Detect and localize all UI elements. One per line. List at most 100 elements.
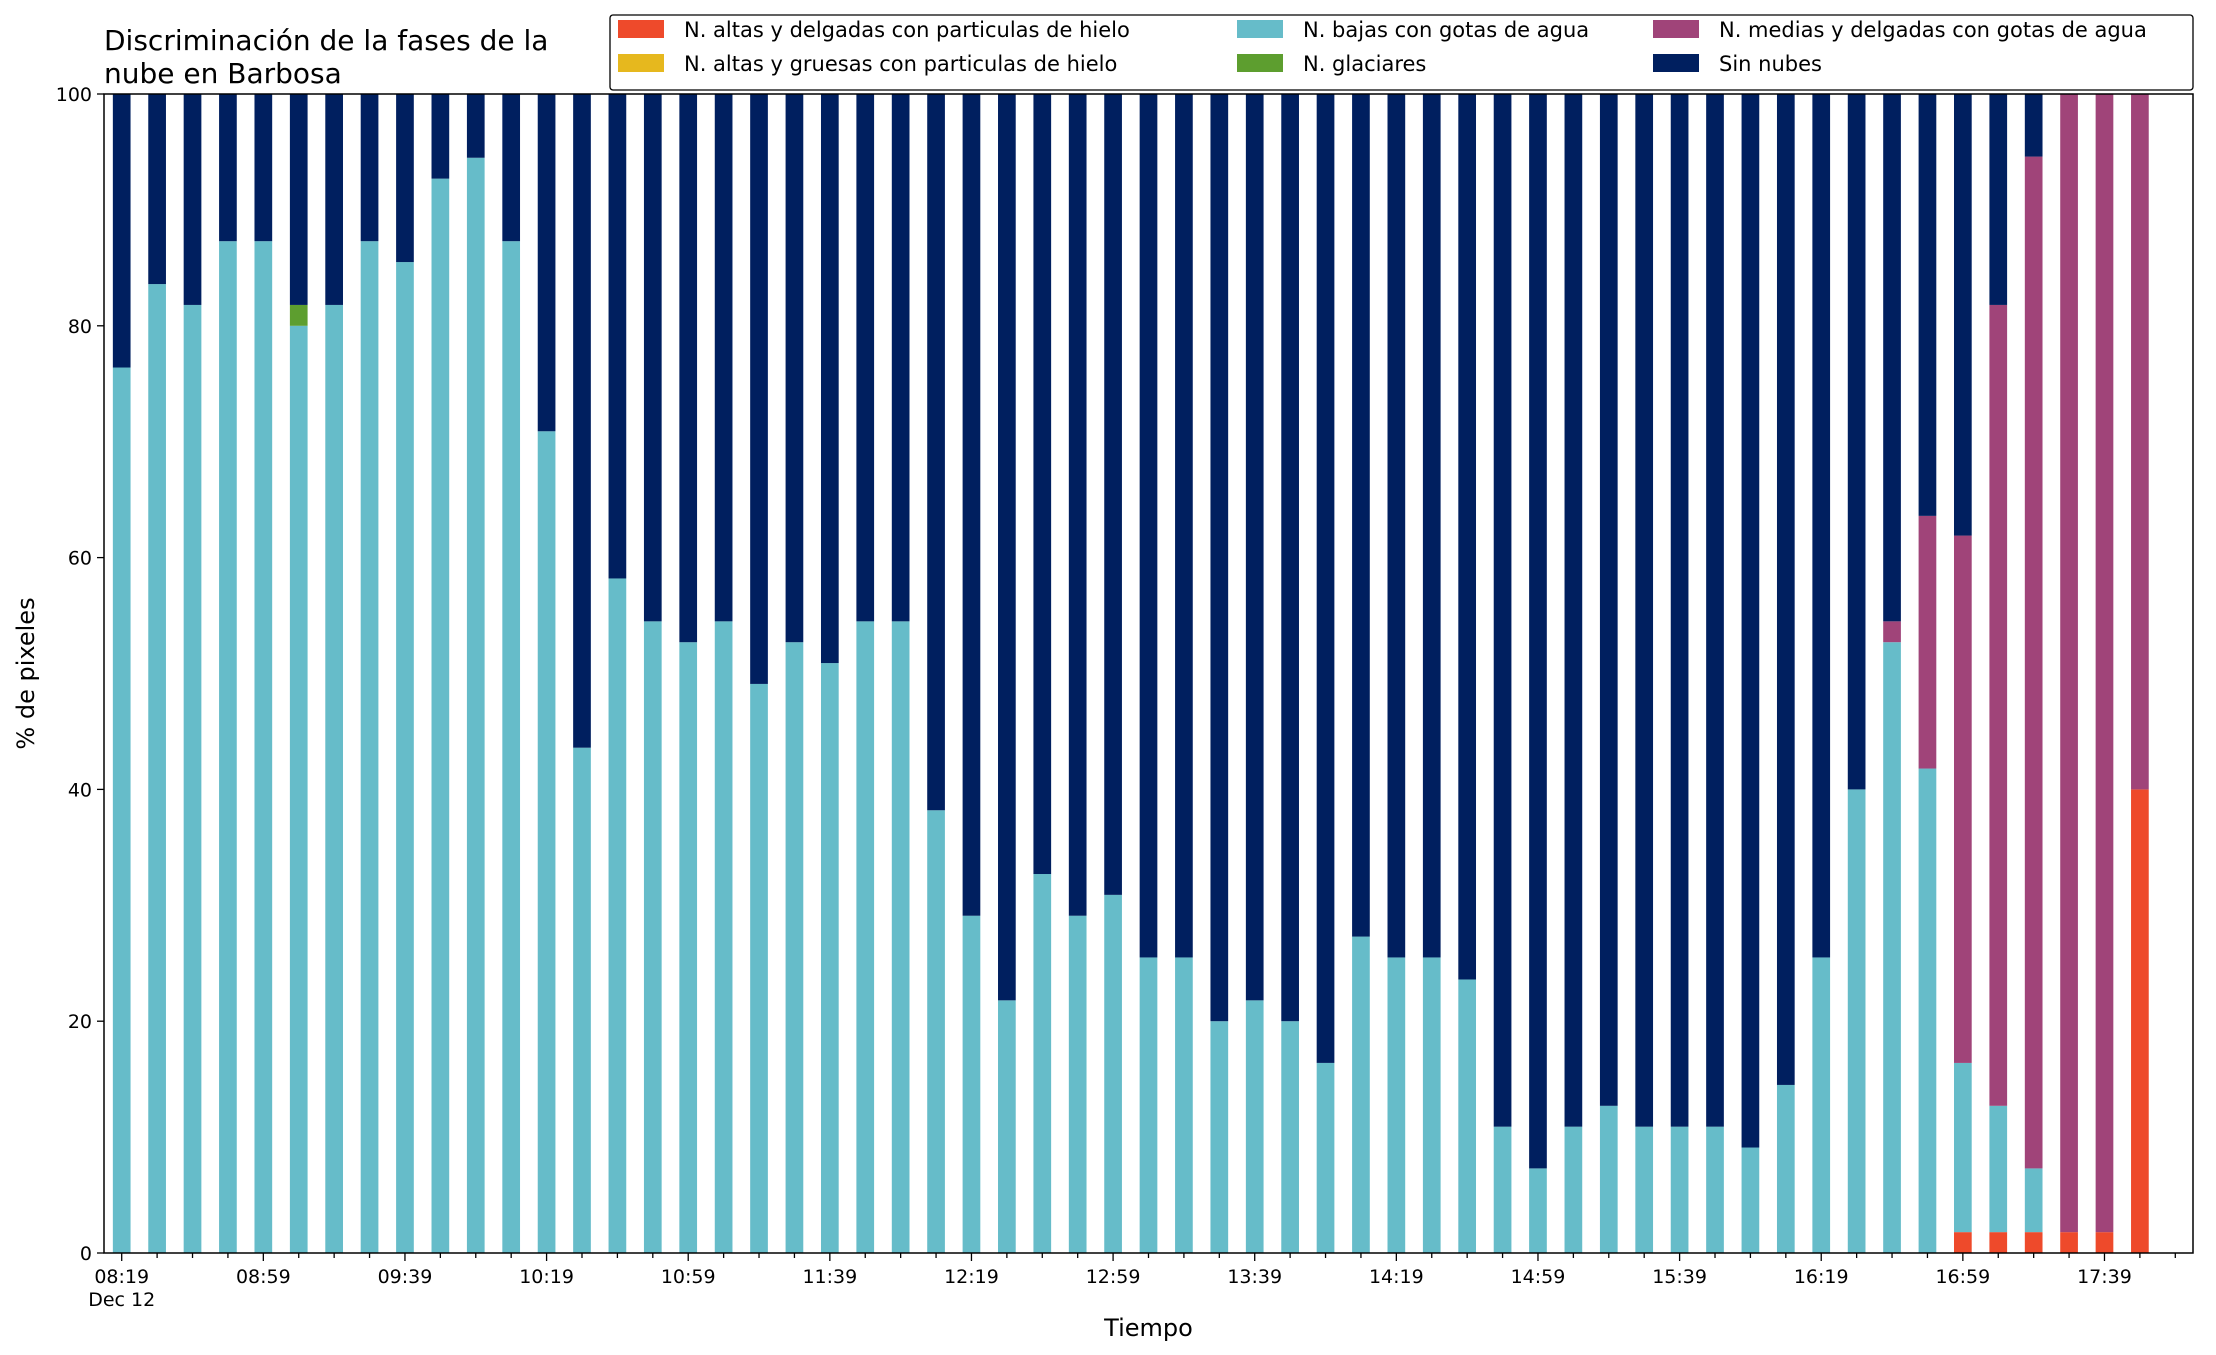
bar-segment-5-0 [112, 94, 131, 368]
bar-segment-2-30 [1175, 957, 1193, 1253]
bar-segment-2-26 [1033, 874, 1052, 1253]
bar-segment-5-1 [148, 94, 166, 285]
bar-segment-2-17 [714, 621, 733, 1253]
bar-segment-2-36 [1387, 957, 1406, 1253]
bar-segment-5-44 [1670, 94, 1689, 1127]
y-tick-label: 0 [80, 1243, 92, 1265]
bar-segment-5-24 [962, 94, 981, 916]
bar-segment-0-57 [2131, 789, 2149, 1253]
bar-segment-2-48 [1812, 957, 1831, 1253]
bar-segment-2-39 [1493, 1126, 1512, 1253]
bar-segment-5-49 [1847, 94, 1866, 790]
x-tick-label: 16:19 [1794, 1266, 1849, 1288]
x-tick-label: 15:39 [1652, 1266, 1707, 1288]
bar-segment-2-14 [608, 578, 627, 1253]
bar-segment-2-22 [891, 621, 910, 1253]
bar-segment-4-53 [1989, 304, 2008, 1106]
bar-segment-5-4 [254, 94, 273, 242]
bar-segment-2-47 [1776, 1084, 1795, 1253]
bar-segment-5-12 [537, 94, 556, 432]
x-tick-label: 13:39 [1227, 1266, 1282, 1288]
bar-segment-5-23 [927, 94, 945, 811]
bar-segment-5-31 [1210, 94, 1229, 1022]
bar-segment-5-30 [1175, 94, 1193, 958]
bar-segment-5-37 [1422, 94, 1441, 958]
bar-segment-5-54 [2024, 94, 2043, 157]
bar-segment-5-43 [1635, 94, 1654, 1127]
y-tick-label: 80 [68, 316, 92, 338]
x-tick-label: 12:59 [1086, 1266, 1141, 1288]
bar-segment-2-52 [1954, 1062, 1972, 1233]
legend-entry-4: N. medias y delgadas con gotas de agua [1719, 18, 2147, 42]
x-tick-label: 17:39 [2077, 1266, 2132, 1288]
legend-swatch-5 [1653, 54, 1699, 72]
legend-swatch-4 [1653, 20, 1699, 38]
bar-segment-5-29 [1139, 94, 1158, 958]
bar-segment-2-34 [1316, 1062, 1335, 1253]
x-tick-label: 12:19 [944, 1266, 999, 1288]
bar-segment-2-27 [1068, 915, 1087, 1253]
bar-segment-5-16 [679, 94, 698, 643]
bar-segment-5-2 [183, 94, 202, 305]
x-tick-label: 14:19 [1369, 1266, 1424, 1288]
bar-segment-2-32 [1245, 1000, 1264, 1253]
bar-segment-5-9 [431, 94, 450, 179]
bar-segment-4-55 [2060, 94, 2078, 1233]
bar-segment-4-52 [1954, 535, 1972, 1063]
bar-segment-5-14 [608, 94, 627, 579]
bar-segment-2-25 [998, 1000, 1016, 1253]
bar-segment-2-38 [1458, 979, 1477, 1253]
legend-entry-5: Sin nubes [1719, 52, 1822, 76]
bar-segment-2-43 [1635, 1126, 1654, 1253]
bar-segment-5-25 [998, 94, 1016, 1001]
bar-segment-2-28 [1104, 894, 1122, 1253]
x-tick-label: 16:59 [1935, 1266, 1990, 1288]
bars-group [112, 94, 2149, 1254]
bar-segment-5-41 [1564, 94, 1583, 1127]
bar-segment-2-20 [820, 663, 839, 1253]
y-tick-label: 20 [68, 1011, 92, 1033]
bar-segment-2-41 [1564, 1126, 1583, 1253]
bar-segment-0-53 [1989, 1232, 2008, 1253]
bar-segment-5-28 [1104, 94, 1122, 895]
bar-segment-2-24 [962, 915, 981, 1253]
bar-segment-5-34 [1316, 94, 1335, 1063]
bar-segment-5-33 [1281, 94, 1299, 1022]
legend-entry-2: N. bajas con gotas de agua [1303, 18, 1589, 42]
y-axis-label: % de pixeles [12, 597, 40, 749]
x-tick-label: 14:59 [1511, 1266, 1566, 1288]
legend-entry-3: N. glaciares [1303, 52, 1426, 76]
bar-segment-5-51 [1918, 94, 1937, 516]
x-tick-label: 10:19 [519, 1266, 574, 1288]
bar-segment-2-21 [856, 621, 875, 1253]
bar-segment-2-12 [537, 431, 556, 1253]
bar-segment-0-52 [1954, 1232, 1972, 1253]
bar-segment-5-45 [1706, 94, 1724, 1127]
bar-segment-2-44 [1670, 1126, 1689, 1253]
bar-segment-2-42 [1599, 1105, 1618, 1253]
bar-segment-2-31 [1210, 1021, 1229, 1253]
bar-segment-5-13 [573, 94, 591, 748]
bar-segment-2-54 [2024, 1168, 2043, 1233]
bar-segment-2-50 [1883, 642, 1901, 1253]
x-axis-label: Tiempo [1103, 1314, 1193, 1342]
bar-segment-2-18 [750, 683, 768, 1253]
bar-segment-5-38 [1458, 94, 1477, 980]
bar-segment-0-54 [2024, 1232, 2043, 1253]
x-tick-label: 09:39 [378, 1266, 433, 1288]
bar-segment-5-48 [1812, 94, 1831, 958]
bar-segment-2-15 [643, 621, 662, 1253]
legend: N. altas y delgadas con particulas de hi… [609, 14, 2194, 91]
bar-segment-2-33 [1281, 1021, 1299, 1253]
bar-segment-2-51 [1918, 768, 1937, 1253]
bar-segment-5-10 [466, 94, 485, 158]
x-tick-label: 08:59 [236, 1266, 291, 1288]
legend-entry-0: N. altas y delgadas con particulas de hi… [684, 18, 1130, 42]
bar-segment-5-17 [714, 94, 733, 622]
plot-frame [103, 93, 2194, 1254]
bar-segment-2-29 [1139, 957, 1158, 1253]
bar-segment-5-35 [1352, 94, 1370, 937]
bar-segment-5-5 [289, 94, 308, 305]
bar-segment-5-11 [502, 94, 521, 242]
